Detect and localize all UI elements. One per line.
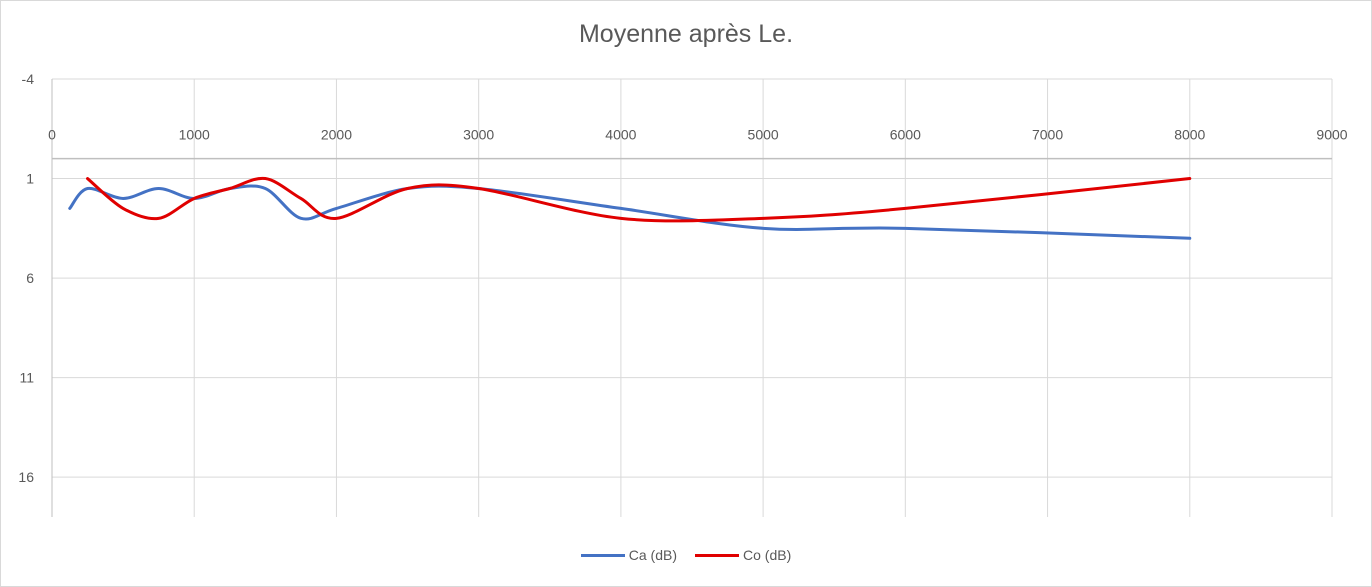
x-tick-label: 3000 [463, 127, 494, 143]
x-tick-label: 7000 [1032, 127, 1063, 143]
x-tick-label: 1000 [179, 127, 210, 143]
legend-swatch-co [695, 553, 739, 557]
x-tick-label: 6000 [890, 127, 921, 143]
legend-label-co: Co (dB) [743, 547, 792, 563]
x-tick-label: 9000 [1316, 127, 1347, 143]
x-tick-label: 8000 [1174, 127, 1205, 143]
x-tick-label: 4000 [605, 127, 636, 143]
legend: Ca (dB) Co (dB) [0, 547, 1372, 563]
legend-item-ca: Ca (dB) [580, 547, 677, 563]
y-tick-label: 11 [19, 370, 34, 386]
legend-label-ca: Ca (dB) [628, 547, 677, 563]
series-line-1 [86, 176, 1192, 223]
x-tick-label: 2000 [321, 127, 352, 143]
y-tick-label: 1 [26, 171, 34, 187]
y-tick-label: -4 [22, 71, 35, 87]
x-tick-label: 0 [48, 127, 56, 143]
y-tick-label: 16 [18, 469, 34, 485]
legend-swatch-ca [580, 553, 625, 557]
chart-title: Moyenne après Le. [578, 20, 794, 48]
series-line-0 [68, 184, 1192, 240]
x-tick-label: 5000 [748, 127, 779, 143]
legend-item-co: Co (dB) [695, 547, 791, 563]
y-tick-label: 6 [26, 270, 34, 286]
